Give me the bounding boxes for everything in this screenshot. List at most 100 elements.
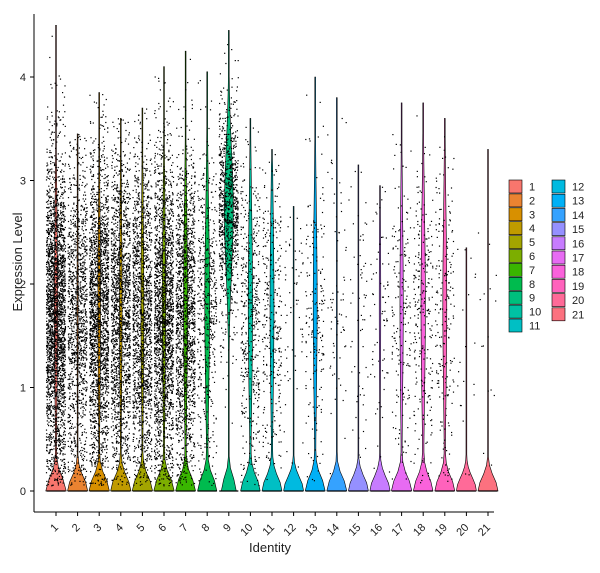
data-point xyxy=(48,200,49,201)
data-point xyxy=(60,184,61,185)
data-point xyxy=(59,402,60,403)
data-point xyxy=(78,343,79,344)
data-point xyxy=(46,387,47,388)
data-point xyxy=(68,290,69,291)
data-point xyxy=(75,433,76,434)
data-point xyxy=(91,247,92,248)
data-point xyxy=(70,308,71,309)
data-point xyxy=(74,319,75,320)
data-point xyxy=(62,226,63,227)
data-point xyxy=(77,289,78,290)
data-point xyxy=(50,241,51,242)
data-point xyxy=(70,388,71,389)
data-point xyxy=(56,399,57,400)
data-point xyxy=(63,291,64,292)
data-point xyxy=(57,324,58,325)
data-point xyxy=(86,239,87,240)
data-point xyxy=(97,258,98,259)
data-point xyxy=(103,398,104,399)
data-point xyxy=(108,301,109,302)
data-point xyxy=(65,356,66,357)
data-point xyxy=(58,278,59,279)
data-point xyxy=(73,210,74,211)
data-point xyxy=(82,459,83,460)
data-point xyxy=(59,236,60,237)
data-point xyxy=(60,212,61,213)
data-point xyxy=(54,155,55,156)
data-point xyxy=(61,301,62,302)
data-point xyxy=(46,411,47,412)
data-point xyxy=(55,228,56,229)
data-point xyxy=(80,450,81,451)
data-point xyxy=(102,125,103,126)
data-point xyxy=(53,225,54,226)
data-point xyxy=(49,244,50,245)
data-point xyxy=(70,409,71,410)
data-point xyxy=(65,312,66,313)
data-point xyxy=(96,368,97,369)
data-point xyxy=(83,276,84,277)
data-point xyxy=(85,268,86,269)
data-point xyxy=(69,296,70,297)
data-point xyxy=(107,325,108,326)
data-point xyxy=(74,358,75,359)
data-point xyxy=(100,174,101,175)
data-point xyxy=(74,167,75,168)
data-point xyxy=(46,433,47,434)
data-point xyxy=(56,406,57,407)
data-point xyxy=(51,266,52,267)
data-point xyxy=(106,389,107,390)
data-point xyxy=(91,464,92,465)
data-point xyxy=(93,185,94,186)
data-point xyxy=(51,360,52,361)
data-point xyxy=(104,316,105,317)
data-point xyxy=(63,124,64,125)
data-point xyxy=(50,161,51,162)
data-point xyxy=(63,222,64,223)
data-point xyxy=(77,187,78,188)
data-point xyxy=(81,456,82,457)
data-point xyxy=(58,441,59,442)
data-point xyxy=(86,208,87,209)
data-point xyxy=(63,193,64,194)
data-point xyxy=(77,194,78,195)
data-point xyxy=(107,373,108,374)
data-point xyxy=(77,403,78,404)
data-point xyxy=(72,297,73,298)
data-point xyxy=(56,201,57,202)
data-point xyxy=(64,396,65,397)
data-point xyxy=(70,374,71,375)
data-point xyxy=(77,328,78,329)
data-point xyxy=(99,374,100,375)
data-point xyxy=(56,458,57,459)
data-point xyxy=(55,375,56,376)
data-point xyxy=(56,408,57,409)
data-point xyxy=(80,139,81,140)
data-point xyxy=(52,274,53,275)
data-point xyxy=(59,407,60,408)
data-point xyxy=(84,279,85,280)
data-point xyxy=(54,269,55,270)
data-point xyxy=(85,178,86,179)
data-point xyxy=(81,296,82,297)
data-point xyxy=(98,156,99,157)
data-point xyxy=(77,378,78,379)
data-point xyxy=(101,191,102,192)
data-point xyxy=(86,245,87,246)
data-point xyxy=(84,207,85,208)
data-point xyxy=(48,259,49,260)
data-point xyxy=(72,223,73,224)
data-point xyxy=(79,481,80,482)
data-point xyxy=(59,180,60,181)
data-point xyxy=(56,205,57,206)
data-point xyxy=(83,352,84,353)
data-point xyxy=(69,347,70,348)
data-point xyxy=(63,202,64,203)
data-point xyxy=(75,396,76,397)
data-point xyxy=(59,284,60,285)
data-point xyxy=(53,343,54,344)
data-point xyxy=(103,204,104,205)
data-point xyxy=(78,274,79,275)
data-point xyxy=(102,169,103,170)
data-point xyxy=(73,406,74,407)
